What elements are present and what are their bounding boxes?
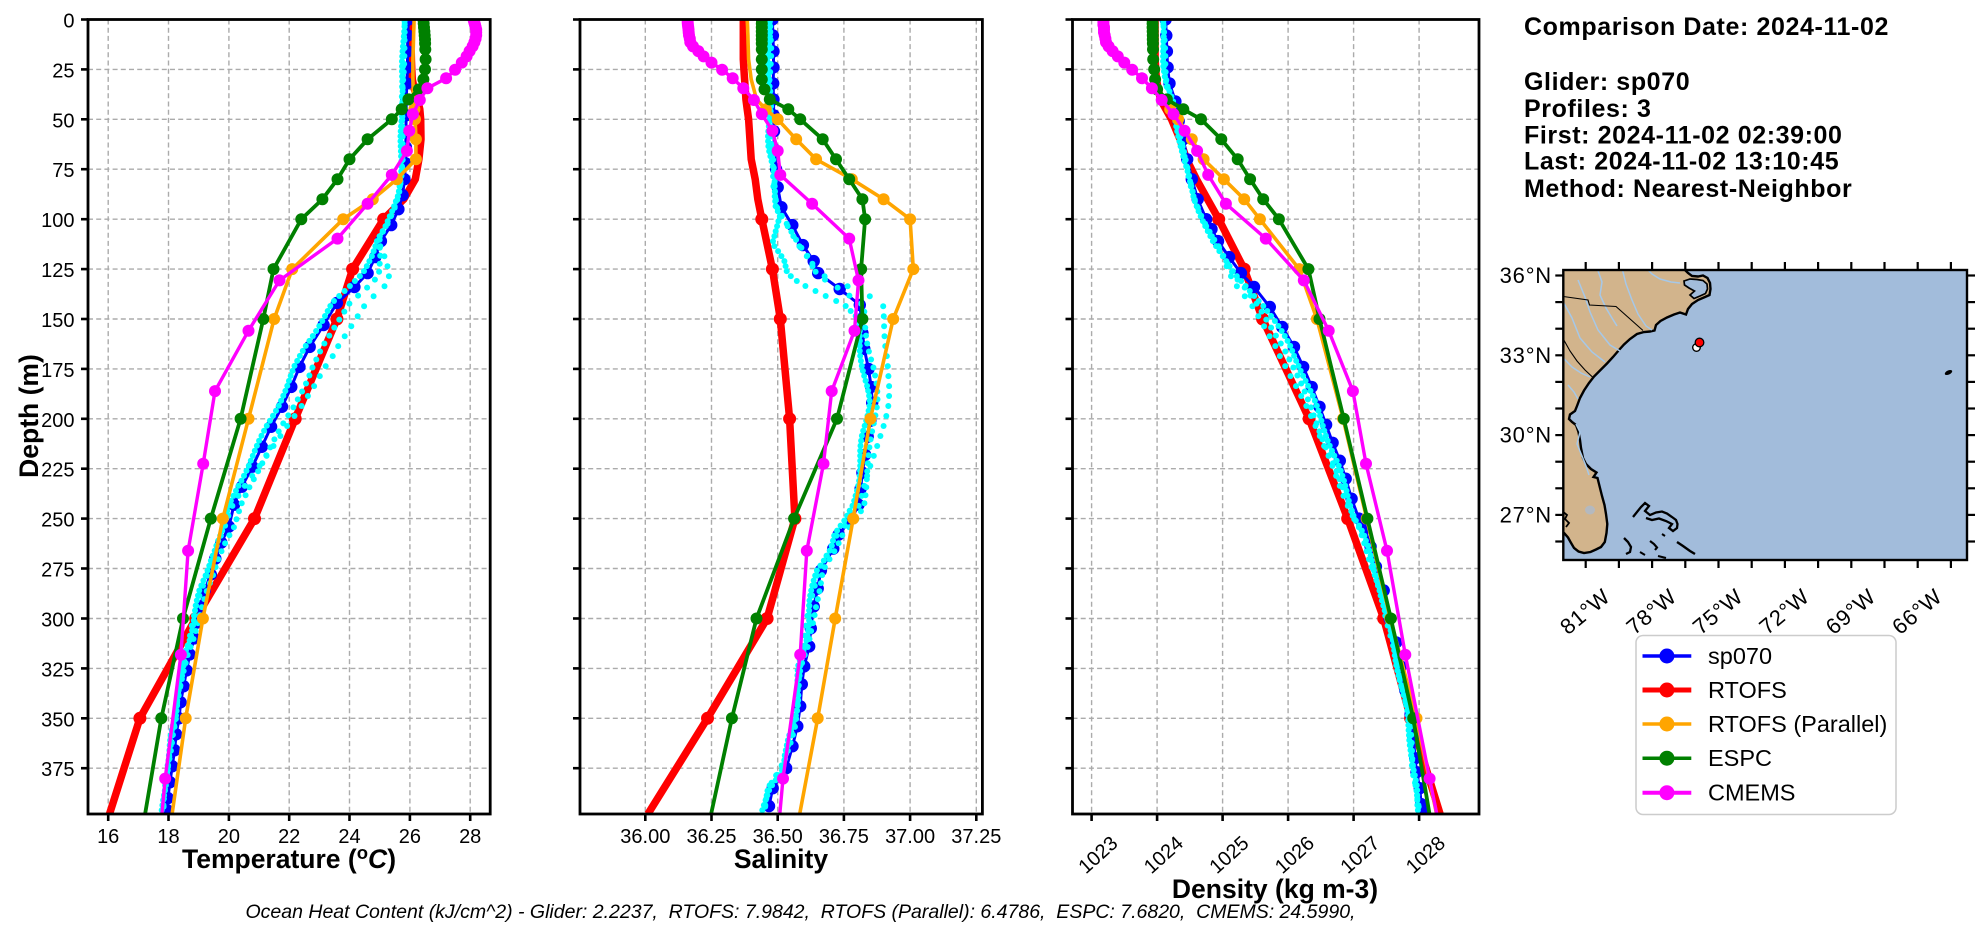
svg-text:Salinity: Salinity: [734, 844, 829, 874]
svg-text:250: 250: [41, 510, 74, 532]
svg-text:28: 28: [459, 826, 481, 848]
svg-text:18: 18: [157, 826, 179, 848]
svg-text:First: 2024-11-02 02:39:00: First: 2024-11-02 02:39:00: [1524, 122, 1843, 150]
svg-text:30°N: 30°N: [1500, 423, 1552, 448]
svg-text:CMEMS: CMEMS: [1708, 780, 1795, 806]
svg-text:Ocean Heat Content (kJ/cm^2) -: Ocean Heat Content (kJ/cm^2) - Glider: 2…: [246, 901, 1356, 923]
svg-text:Profiles: 3: Profiles: 3: [1524, 95, 1651, 123]
svg-text:RTOFS: RTOFS: [1708, 677, 1787, 703]
svg-text:37.00: 37.00: [885, 826, 935, 848]
svg-text:50: 50: [52, 110, 74, 132]
svg-text:27°N: 27°N: [1500, 502, 1552, 527]
svg-text:33°N: 33°N: [1500, 343, 1552, 368]
svg-text:36.00: 36.00: [620, 826, 670, 848]
svg-text:16: 16: [97, 826, 119, 848]
svg-text:200: 200: [41, 410, 74, 432]
svg-text:Method: Nearest-Neighbor: Method: Nearest-Neighbor: [1524, 175, 1852, 203]
svg-text:36°N: 36°N: [1500, 263, 1552, 288]
svg-text:36.25: 36.25: [686, 826, 736, 848]
svg-text:25: 25: [52, 60, 74, 82]
svg-text:sp070: sp070: [1708, 643, 1772, 669]
svg-text:325: 325: [41, 659, 74, 681]
svg-text:26: 26: [399, 826, 421, 848]
svg-text:100: 100: [41, 210, 74, 232]
svg-text:350: 350: [41, 709, 74, 731]
svg-text:20: 20: [218, 826, 240, 848]
svg-text:36.50: 36.50: [753, 826, 803, 848]
svg-text:0: 0: [63, 11, 74, 33]
svg-text:300: 300: [41, 610, 74, 632]
svg-text:36.75: 36.75: [819, 826, 869, 848]
svg-text:125: 125: [41, 260, 74, 282]
svg-text:Glider: sp070: Glider: sp070: [1524, 68, 1690, 96]
svg-text:225: 225: [41, 460, 74, 482]
svg-text:75: 75: [52, 160, 74, 182]
svg-text:22: 22: [278, 826, 300, 848]
svg-text:150: 150: [41, 310, 74, 332]
svg-text:Comparison Date: 2024-11-02: Comparison Date: 2024-11-02: [1524, 13, 1889, 41]
svg-text:Density (kg m-3): Density (kg m-3): [1172, 874, 1378, 904]
svg-text:175: 175: [41, 360, 74, 382]
svg-text:37.25: 37.25: [951, 826, 1001, 848]
svg-text:24: 24: [338, 826, 360, 848]
svg-text:Last: 2024-11-02 13:10:45: Last: 2024-11-02 13:10:45: [1524, 148, 1839, 176]
svg-text:375: 375: [41, 759, 74, 781]
svg-text:275: 275: [41, 560, 74, 582]
svg-text:RTOFS (Parallel): RTOFS (Parallel): [1708, 711, 1887, 737]
svg-text:ESPC: ESPC: [1708, 745, 1772, 771]
svg-text:Depth (m): Depth (m): [14, 354, 44, 478]
